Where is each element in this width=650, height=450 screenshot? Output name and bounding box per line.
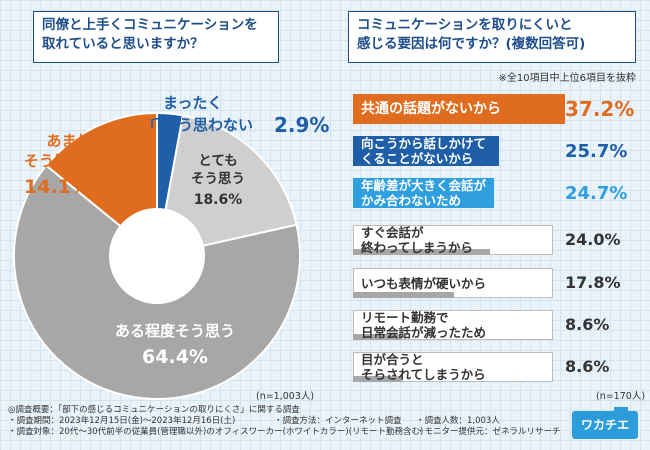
pie-label-strongly-agree-l1: とても [198,153,238,169]
pie-label-strongly-disagree-l1: まったく [163,94,223,112]
pie-label-strongly-disagree-l2: そう思わない [163,116,254,134]
pie-chart [13,111,301,400]
pie-value-strongly-agree: 18.6% [193,192,243,208]
right-question-line2: 感じる要因は何ですか？(複数回答可) [357,36,586,52]
pie-label-somewhat-agree: ある程度そう思う 64.4% [95,320,255,368]
pie-label-strongly-agree: とても そう思う 18.6% [183,152,253,209]
bar-label: リモート勤務で 日常会話が減ったため [361,310,486,340]
bar-label: 向こうから話しかけて くることがないから [361,136,486,166]
wakachie-logo: ワカチエ [572,407,638,439]
left-question-line2: 取れていると思いますか？ [42,36,204,52]
bar [353,178,494,208]
bar-value: 37.2% [565,97,635,121]
bar-label-line: 目が合うと [361,352,424,367]
pie-label-strongly-agree-l2: そう思う [191,171,245,187]
bar-label-line: 年齢差が大きく会話が [361,178,487,193]
bar-label: すぐ会話が 終わってしまうから [361,225,473,255]
pie-value-somewhat-disagree: 14.1% [24,176,90,198]
left-question-box: 同僚と上手くコミュニケーションを 取れていると思いますか？ [33,11,279,63]
bar [353,334,402,340]
pie-label-somewhat-disagree: あまり そう思わない 14.1% [24,131,114,197]
survey-target: ・調査対象：20代〜30代前半の従業員(管理職以外)のオフィスワーカー(ホワイト… [8,427,424,437]
bar-value: 24.7% [565,183,628,204]
bar [353,136,499,166]
bar-label-line: そらされてしまうから [361,367,486,382]
pie-label-somewhat-disagree-l1: あまり [46,132,92,150]
bar-label-line: すぐ会話が [361,225,424,240]
left-sample-size: (n=1,003人) [256,391,315,402]
pie-leader-line [151,117,161,128]
bar-label-line: いつも表情が硬いから [361,276,487,291]
pie-center-hole [109,208,205,304]
pie-value-strongly-disagree: 2.9% [274,113,330,137]
left-question-line1: 同僚と上手くコミュニケーションを [42,17,258,33]
bar [353,292,454,298]
right-question-box: コミュニケーションを取りにくいと 感じる要因は何ですか？(複数回答可) [348,11,636,63]
bar-label-line: 日常会話が減ったため [361,325,487,340]
bar-value: 24.0% [565,230,621,249]
pie-label-somewhat-disagree-l2: そう思わない [24,152,115,170]
pie-label-strongly-disagree: まったく そう思わない [163,92,253,136]
bar-label-line: くることがないから [361,151,474,166]
bar-label: いつも表情が硬いから [361,276,486,291]
survey-title: ◎調査概要：「部下の感じるコミュニケーションの取りにくさ」に関する調査 [8,405,300,415]
bar-value: 8.6% [565,315,610,334]
bar-value: 25.7% [565,141,628,162]
bar-label: 共通の話題がないから [361,102,501,117]
bar-label-line: 向こうから話しかけて [361,136,487,151]
bar-value: 17.8% [565,273,621,292]
right-note: ※全10項目中上位6項目を抜粋 [498,73,636,84]
survey-method: ・調査方法：インターネット調査 [274,416,402,426]
bar [353,376,402,382]
survey-count: ・調査人数：1,003人 [416,416,500,426]
pie-value-somewhat-agree: 64.4% [142,346,208,368]
pie-slice-strongly-agree [155,114,298,258]
bar-label-line: リモート勤務で [361,310,449,325]
bar [353,94,565,124]
bar-label-line: かみ合わないため [361,193,462,208]
survey-provider: ・モニター提供元：ゼネラルリサーチ [416,427,561,437]
bar-label-line: 共通の話題がないから [361,101,501,117]
right-question-line1: コミュニケーションを取りにくいと [357,17,573,33]
bar-label: 年齢差が大きく会話が かみ合わないため [361,178,486,208]
bar-value: 8.6% [565,357,610,376]
survey-period: ・調査期間：2023年12月15日(金)〜2023年12月16日(土) [8,416,236,426]
bar-label-line: 終わってしまうから [361,240,473,255]
right-sample-size: (n=170人) [596,391,646,402]
bar [353,249,490,255]
bar-label: 目が合うと そらされてしまうから [361,352,486,382]
pie-label-somewhat-agree-l1: ある程度そう思う [114,322,235,340]
